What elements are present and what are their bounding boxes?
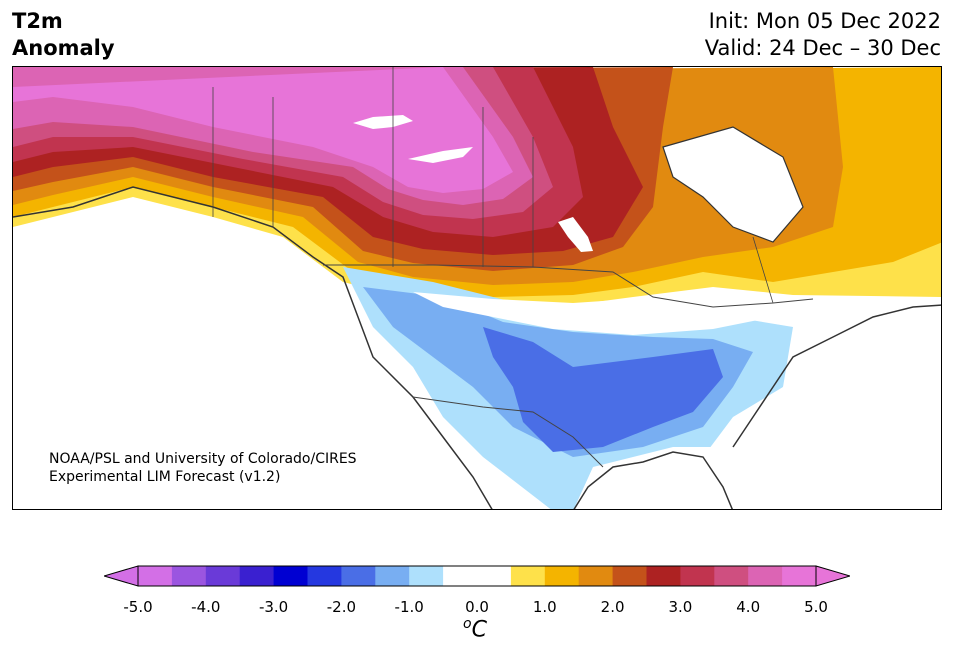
- colorbar-swatch: [477, 566, 512, 586]
- init-date: Init: Mon 05 Dec 2022: [708, 9, 941, 33]
- colorbar-swatch: [510, 566, 546, 586]
- hudson-bay: [663, 127, 803, 242]
- unit-label: oC: [463, 616, 487, 642]
- colorbar-swatch: [375, 566, 410, 586]
- atlantic-ocean: [743, 307, 941, 509]
- colorbar-swatch: [714, 566, 749, 586]
- colorbar-swatch: [341, 566, 376, 586]
- anomaly-band-blue: [483, 327, 723, 452]
- colorbar-swatch: [612, 566, 647, 586]
- anomaly-band-neutral: [413, 292, 793, 335]
- colorbar-tick-label: 0.0: [465, 598, 489, 616]
- colorbar-swatch: [544, 566, 580, 586]
- colorbar-frame: [137, 565, 817, 587]
- colorbar-tick-label: 3.0: [668, 598, 693, 616]
- unit-celsius: C: [471, 617, 487, 643]
- colorbar-swatch: [205, 566, 241, 586]
- colorbar-tick-label: -2.0: [326, 598, 357, 616]
- colorbar-swatch: [273, 566, 308, 586]
- colorbar-svg: [102, 565, 852, 587]
- colorbar-swatch: [646, 566, 681, 586]
- colorbar-swatch: [307, 566, 342, 586]
- us-mexico-border: [412, 396, 604, 468]
- colorbar-swatch: [782, 566, 817, 586]
- colorbar-tick-label: 4.0: [736, 598, 761, 616]
- colorbar-tick-label: 5.0: [804, 598, 828, 616]
- pacific-ocean: [13, 217, 482, 509]
- colorbar-swatch: [680, 566, 715, 586]
- coastline: [13, 186, 941, 509]
- colorbar-swatch: [443, 566, 478, 586]
- colorbar-swatch: [578, 566, 614, 586]
- colorbar-tick-label: 2.0: [600, 598, 625, 616]
- variable-label: T2m: [12, 9, 63, 33]
- colorbar-swatch: [748, 566, 783, 586]
- colorbar-tick-label: -4.0: [191, 598, 221, 616]
- forecast-dates: Init: Mon 05 Dec 2022 Valid: 24 Dec – 30…: [705, 8, 941, 62]
- credit-line-2: Experimental LIM Forecast (v1.2): [49, 469, 281, 485]
- colorbar: [102, 564, 852, 592]
- colorbar-tick-label: -5.0: [123, 598, 153, 616]
- valid-range: Valid: 24 Dec – 30 Dec: [704, 36, 941, 60]
- lake-athabasca: [408, 147, 473, 163]
- colorbar-tick-label: -3.0: [258, 598, 289, 616]
- colorbar-swatch: [409, 566, 444, 586]
- forecast-credit: NOAA/PSL and University of Colorado/CIRE…: [49, 450, 357, 486]
- colorbar-extend-low: [102, 565, 139, 587]
- hudson-bay-coast: [662, 126, 804, 243]
- anomaly-band-magenta: [13, 67, 513, 193]
- colorbar-swatch: [138, 566, 173, 586]
- anomaly-map: [12, 66, 942, 510]
- canada-us-border: [323, 264, 814, 308]
- field-label: Anomaly: [12, 36, 115, 60]
- map-title: T2m Anomaly: [12, 8, 115, 62]
- colorbar-swatch: [171, 566, 207, 586]
- lake-winnipeg: [558, 217, 593, 252]
- credit-line-1: NOAA/PSL and University of Colorado/CIRE…: [49, 451, 357, 467]
- gulf-of-mexico: [573, 447, 743, 509]
- map-canvas: [13, 67, 941, 509]
- colorbar-swatch: [239, 566, 275, 586]
- great-slave-lake: [353, 115, 413, 129]
- colorbar-extend-high: [815, 565, 852, 587]
- colorbar-ticks: -5.0 -4.0 -3.0 -2.0 -1.0 0.0 1.0 2.0 3.0 4.0 5.0: [0, 598, 953, 618]
- colorbar-tick-label: -1.0: [394, 598, 424, 616]
- unit-degree: o: [463, 616, 472, 632]
- colorbar-tick-label: 1.0: [532, 598, 557, 616]
- province-lines: [212, 67, 774, 304]
